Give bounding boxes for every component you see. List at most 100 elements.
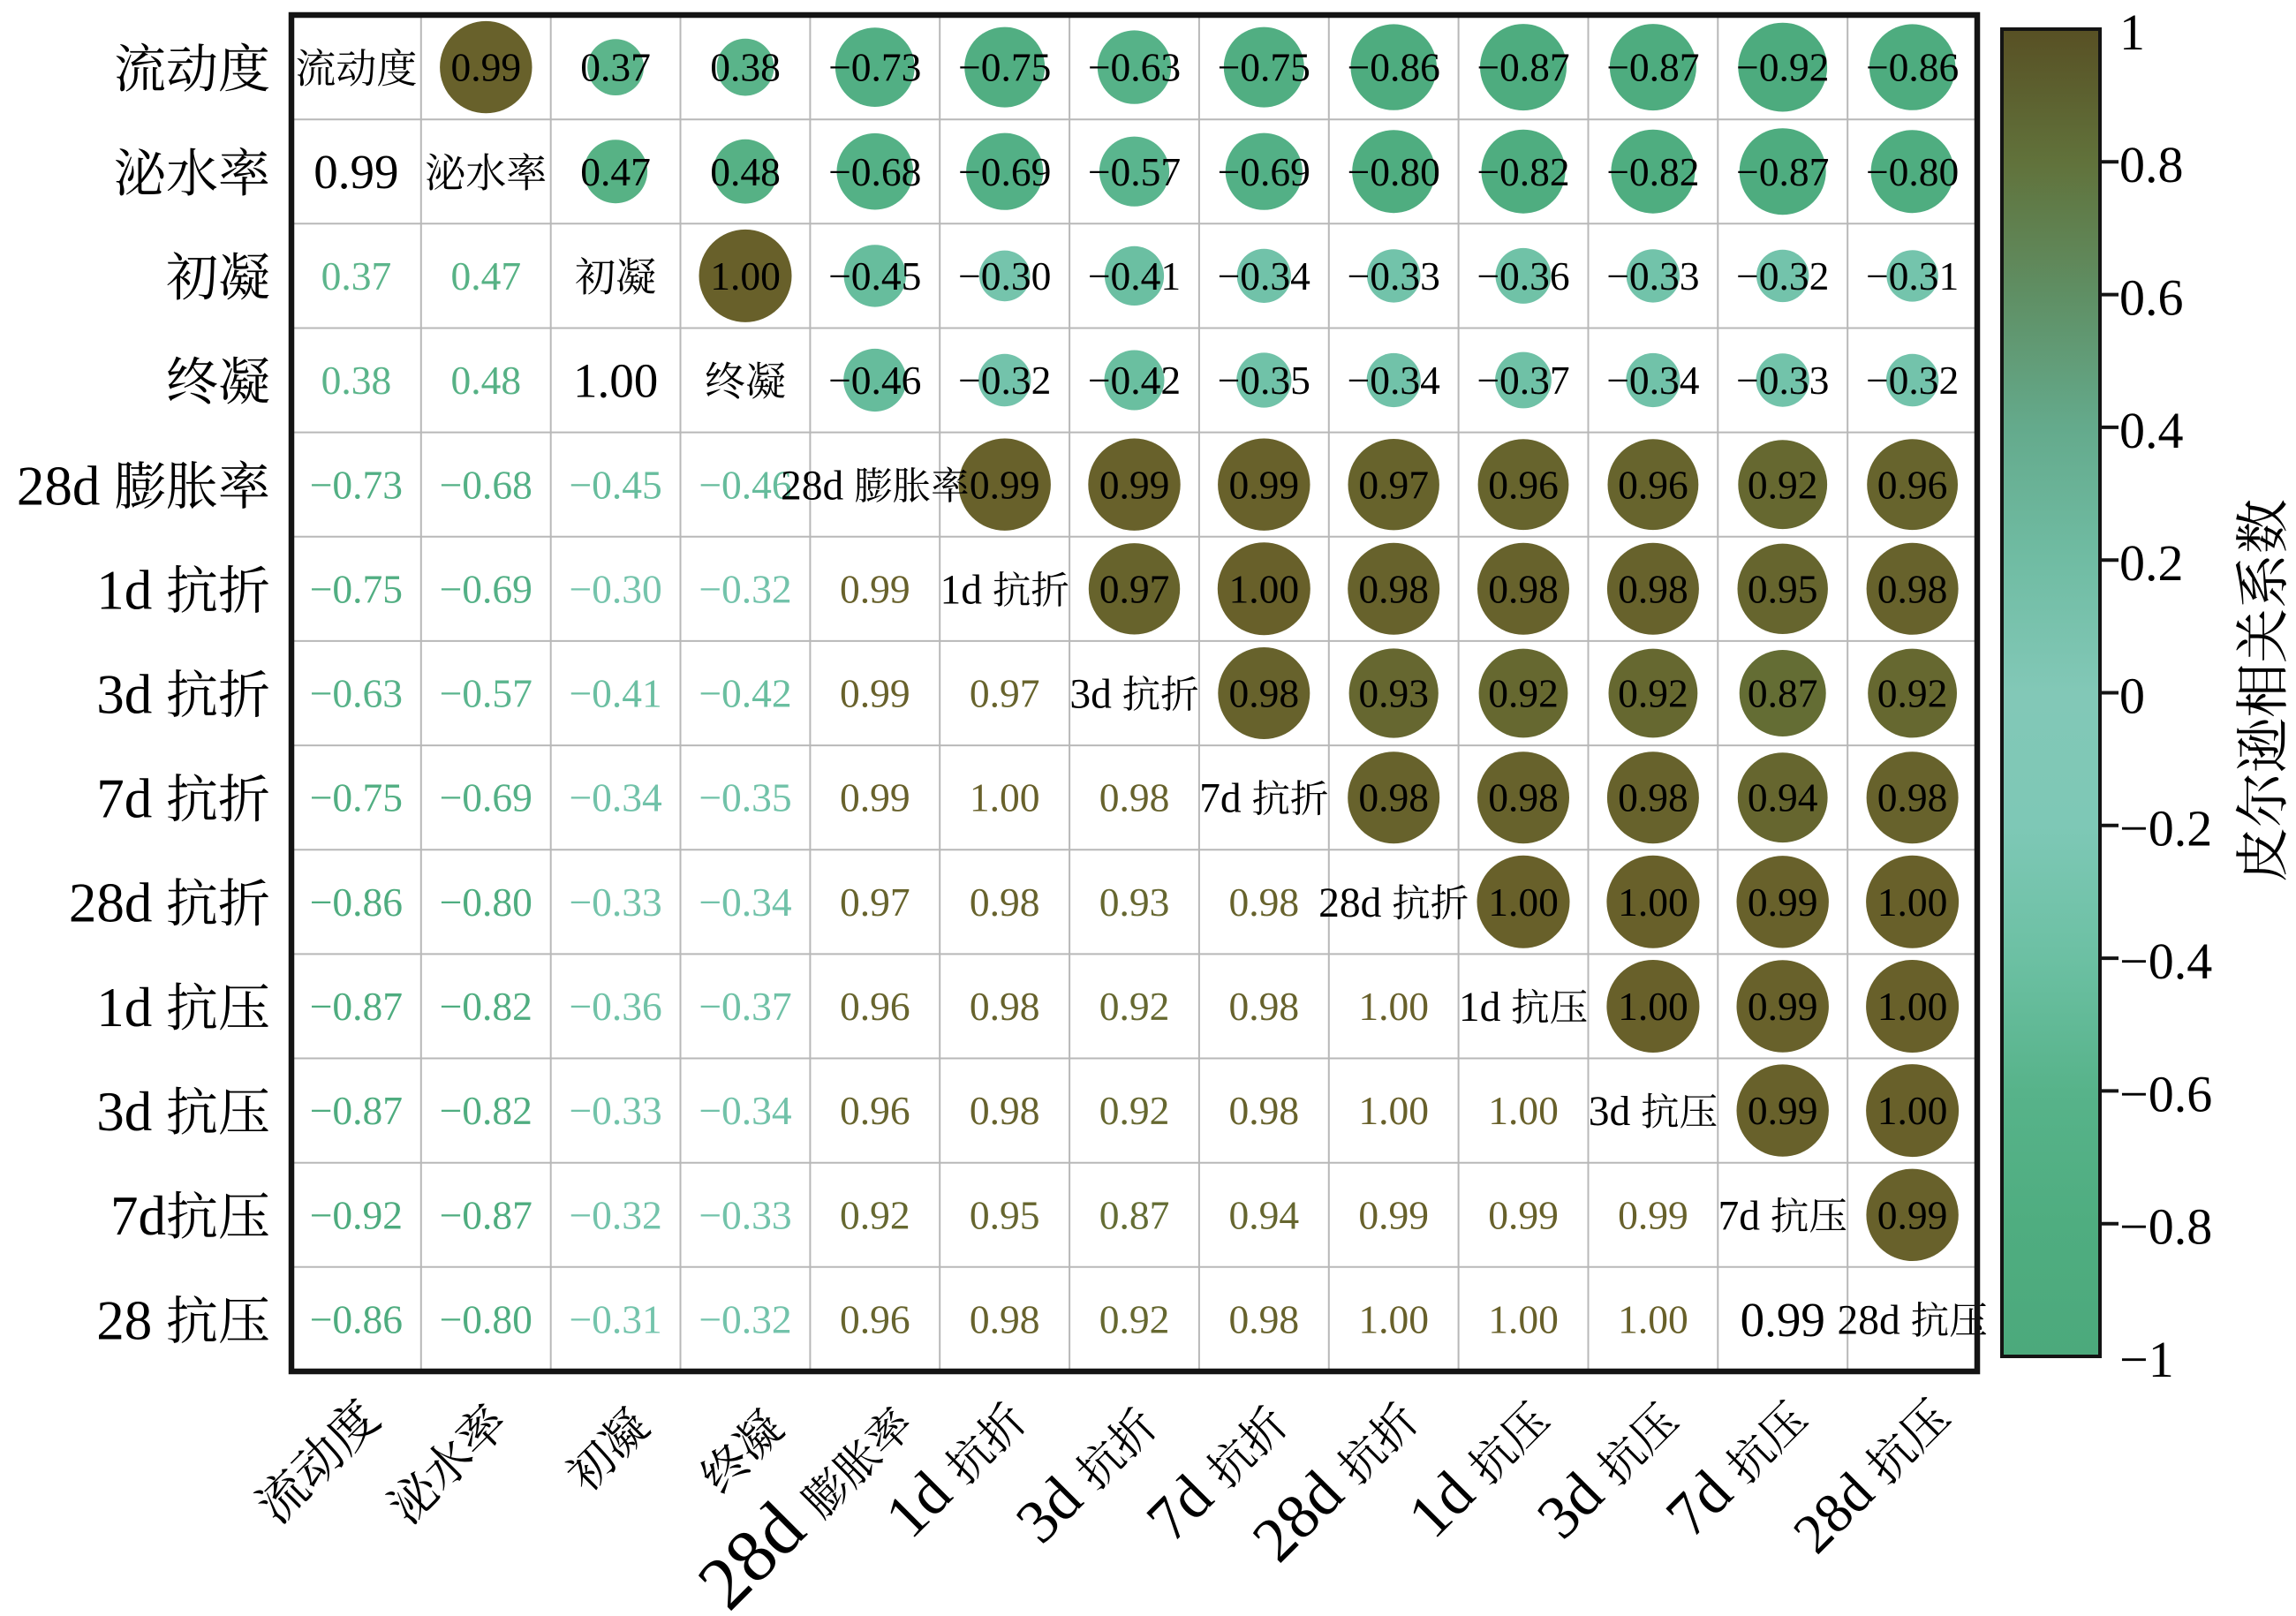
svg-text:0.99: 0.99	[313, 145, 398, 199]
svg-text:−0.82: −0.82	[1606, 149, 1699, 194]
svg-text:−0.33: −0.33	[699, 1192, 791, 1237]
svg-text:1d: 1d	[940, 567, 983, 613]
svg-text:−0.82: −0.82	[1477, 149, 1569, 194]
svg-text:28: 28	[96, 1289, 152, 1351]
svg-text:0.92: 0.92	[1877, 671, 1948, 716]
svg-text:−0.57: −0.57	[440, 671, 532, 716]
svg-text:−0.80: −0.80	[1348, 149, 1440, 194]
svg-text:1d: 1d	[96, 977, 152, 1038]
svg-text:−0.92: −0.92	[310, 1192, 403, 1237]
svg-text:0.98: 0.98	[1877, 775, 1948, 820]
svg-text:3d: 3d	[96, 663, 152, 725]
svg-text:7d: 7d	[110, 1185, 166, 1247]
svg-text:−0.75: −0.75	[958, 45, 1051, 90]
svg-text:−0.57: −0.57	[1088, 149, 1181, 194]
svg-text:−0.37: −0.37	[699, 984, 791, 1029]
svg-text:−0.82: −0.82	[440, 984, 532, 1029]
svg-text:0.92: 0.92	[1618, 671, 1688, 716]
svg-text:0.99: 0.99	[1228, 462, 1299, 507]
svg-text:7d: 7d	[96, 768, 152, 830]
svg-text:28d: 28d	[1318, 880, 1382, 926]
svg-text:−0.69: −0.69	[1218, 149, 1310, 194]
svg-text:−0.32: −0.32	[958, 358, 1051, 403]
svg-text:7d: 7d	[1718, 1193, 1761, 1239]
svg-text:−0.82: −0.82	[440, 1088, 532, 1133]
svg-text:0.96: 0.96	[1488, 462, 1559, 507]
svg-text:0.93: 0.93	[1358, 671, 1429, 716]
svg-text:−0.33: −0.33	[1606, 253, 1699, 298]
svg-text:0.99: 0.99	[1618, 1192, 1688, 1237]
svg-text:0.96: 0.96	[1877, 462, 1948, 507]
svg-text:−0.69: −0.69	[958, 149, 1051, 194]
svg-text:0.97: 0.97	[970, 671, 1040, 716]
svg-text:−0.32: −0.32	[569, 1192, 661, 1237]
svg-text:0.96: 0.96	[840, 1088, 910, 1133]
svg-text:0.98: 0.98	[1877, 566, 1948, 611]
svg-text:1.00: 1.00	[1877, 1088, 1948, 1133]
svg-text:0.96: 0.96	[840, 1297, 910, 1342]
svg-text:0.96: 0.96	[840, 984, 910, 1029]
svg-text:−0.45: −0.45	[828, 253, 921, 298]
svg-text:−0.6: −0.6	[2119, 1065, 2212, 1122]
svg-text:−0.34: −0.34	[569, 775, 662, 820]
svg-text:−0.46: −0.46	[828, 358, 921, 403]
svg-text:0.97: 0.97	[1358, 462, 1429, 507]
svg-text:−0.63: −0.63	[1088, 45, 1181, 90]
svg-text:−0.42: −0.42	[699, 671, 791, 716]
svg-text:1.00: 1.00	[573, 353, 658, 407]
svg-text:0.38: 0.38	[710, 45, 781, 90]
svg-text:−0.34: −0.34	[699, 1088, 792, 1133]
svg-text:1d: 1d	[96, 559, 152, 621]
svg-text:−0.36: −0.36	[569, 984, 661, 1029]
svg-text:0.98: 0.98	[1099, 775, 1170, 820]
svg-text:−0.35: −0.35	[699, 775, 791, 820]
svg-text:0.99: 0.99	[840, 775, 910, 820]
svg-text:−0.36: −0.36	[1477, 253, 1569, 298]
svg-text:−0.4: −0.4	[2119, 933, 2212, 990]
svg-text:0: 0	[2119, 667, 2145, 724]
svg-text:1.00: 1.00	[1877, 880, 1948, 925]
svg-text:−0.35: −0.35	[1218, 358, 1310, 403]
svg-text:0.98: 0.98	[970, 984, 1040, 1029]
svg-text:1d: 1d	[1459, 985, 1501, 1031]
svg-text:−0.8: −0.8	[2119, 1198, 2212, 1256]
svg-text:0.95: 0.95	[1748, 566, 1818, 611]
svg-text:−0.32: −0.32	[699, 1297, 791, 1342]
svg-text:−0.86: −0.86	[1866, 45, 1959, 90]
svg-text:0.94: 0.94	[1228, 1192, 1299, 1237]
svg-text:−0.32: −0.32	[699, 566, 791, 611]
svg-text:0.98: 0.98	[1358, 775, 1429, 820]
svg-text:3d: 3d	[96, 1081, 152, 1143]
svg-text:−0.46: −0.46	[699, 462, 791, 507]
svg-text:−0.87: −0.87	[310, 984, 403, 1029]
svg-text:−1: −1	[2119, 1331, 2174, 1388]
svg-text:0.99: 0.99	[1748, 880, 1818, 925]
svg-text:0.98: 0.98	[970, 1088, 1040, 1133]
svg-text:0.87: 0.87	[1748, 671, 1818, 716]
svg-text:−0.37: −0.37	[1477, 358, 1569, 403]
svg-text:−0.41: −0.41	[1088, 253, 1181, 298]
svg-text:0.94: 0.94	[1748, 775, 1818, 820]
svg-text:1.00: 1.00	[1358, 984, 1429, 1029]
svg-text:−0.73: −0.73	[310, 462, 403, 507]
svg-text:−0.69: −0.69	[440, 775, 532, 820]
svg-text:0.97: 0.97	[840, 880, 910, 925]
svg-text:1.00: 1.00	[1228, 566, 1299, 611]
svg-text:−0.63: −0.63	[310, 671, 403, 716]
svg-text:0.97: 0.97	[1099, 566, 1170, 611]
svg-text:0.98: 0.98	[1488, 566, 1559, 611]
svg-text:−0.32: −0.32	[1736, 253, 1829, 298]
svg-text:0.98: 0.98	[1488, 775, 1559, 820]
svg-text:0.92: 0.92	[1488, 671, 1559, 716]
svg-text:−0.31: −0.31	[569, 1297, 661, 1342]
svg-text:−0.86: −0.86	[310, 1297, 403, 1342]
svg-text:0.92: 0.92	[1099, 984, 1170, 1029]
svg-text:0.99: 0.99	[840, 566, 910, 611]
svg-text:−0.87: −0.87	[1736, 149, 1829, 194]
svg-text:−0.75: −0.75	[310, 775, 403, 820]
svg-text:−0.68: −0.68	[828, 149, 921, 194]
svg-text:−0.80: −0.80	[1866, 149, 1959, 194]
svg-text:−0.45: −0.45	[569, 462, 661, 507]
svg-text:0.98: 0.98	[1618, 775, 1688, 820]
svg-text:28d: 28d	[1838, 1298, 1901, 1344]
